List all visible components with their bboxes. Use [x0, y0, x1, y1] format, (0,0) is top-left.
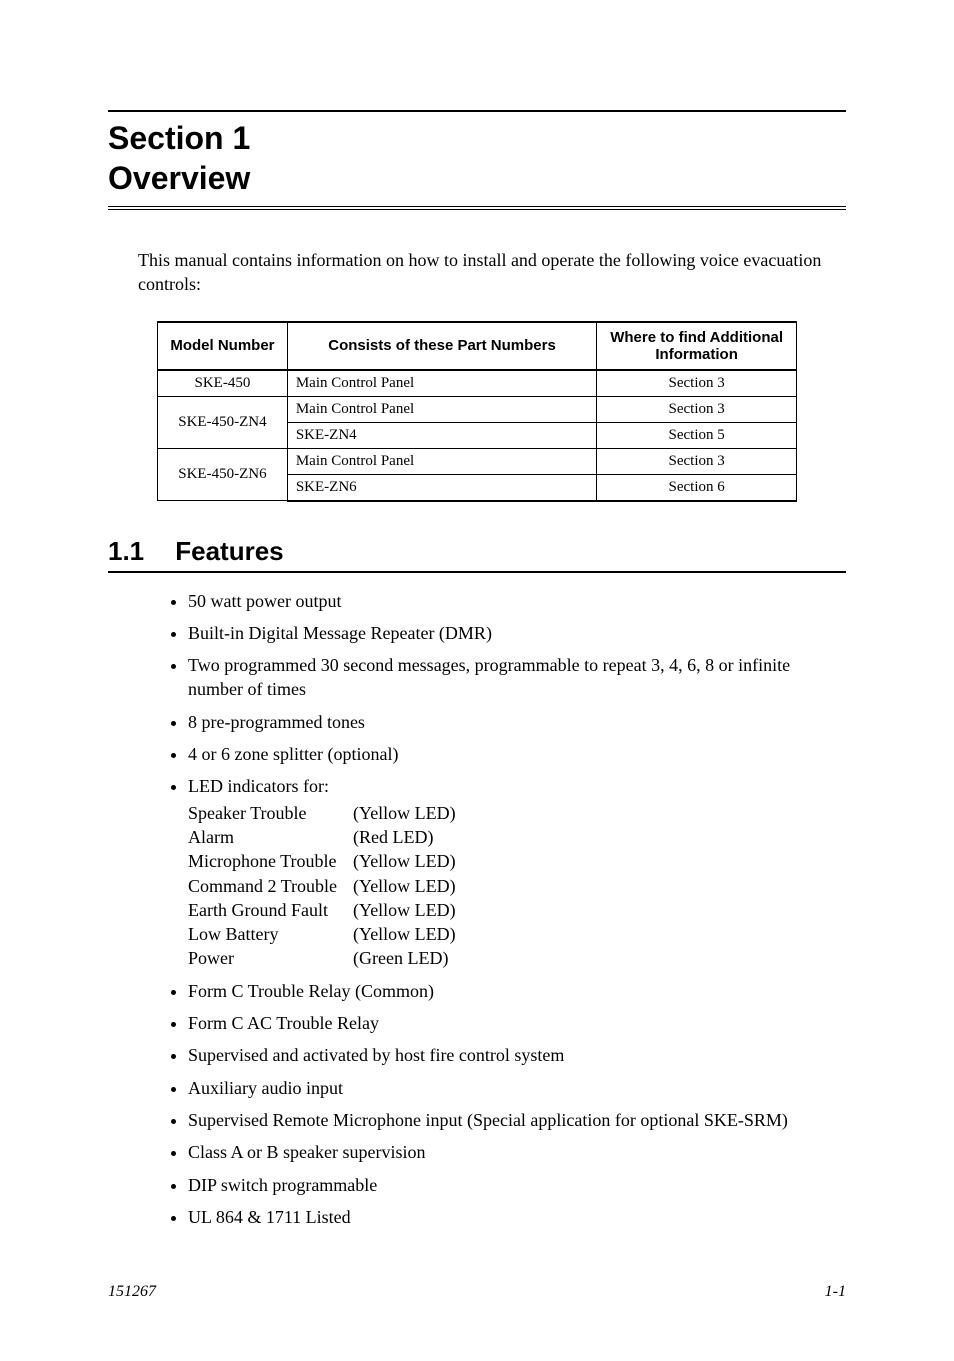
page: Section 1 Overview This manual contains … — [0, 0, 954, 1361]
led-color: (Green LED) — [353, 946, 448, 970]
led-row: Command 2 Trouble(Yellow LED) — [188, 874, 846, 898]
table-row: SKE-450Main Control PanelSection 3 — [158, 370, 797, 397]
list-item: Form C AC Trouble Relay — [188, 1011, 846, 1035]
cell-part: Main Control Panel — [287, 370, 596, 397]
led-label: Microphone Trouble — [188, 849, 353, 873]
cell-model: SKE-450 — [158, 370, 288, 397]
list-item: Class A or B speaker supervision — [188, 1140, 846, 1164]
list-item: 4 or 6 zone splitter (optional) — [188, 742, 846, 766]
list-item-led: LED indicators for:Speaker Trouble(Yello… — [188, 774, 846, 970]
subsection-header: 1.1 Features — [108, 536, 846, 573]
led-row: Alarm(Red LED) — [188, 825, 846, 849]
cell-part: SKE-ZN6 — [287, 474, 596, 501]
led-label: Earth Ground Fault — [188, 898, 353, 922]
table-row: SKE-450-ZN4Main Control PanelSection 3 — [158, 396, 797, 422]
list-item: DIP switch programmable — [188, 1173, 846, 1197]
table-body: SKE-450Main Control PanelSection 3SKE-45… — [158, 370, 797, 501]
list-item: Supervised and activated by host fire co… — [188, 1043, 846, 1067]
section-line-2: Overview — [108, 160, 250, 196]
model-table: Model Number Consists of these Part Numb… — [157, 321, 797, 502]
table-header-row: Model Number Consists of these Part Numb… — [158, 322, 797, 370]
list-item: 8 pre-programmed tones — [188, 710, 846, 734]
led-color: (Yellow LED) — [353, 898, 456, 922]
feature-list: 50 watt power output Built-in Digital Mes… — [108, 589, 846, 1230]
list-item: Supervised Remote Microphone input (Spec… — [188, 1108, 846, 1132]
led-color: (Red LED) — [353, 825, 433, 849]
subsection-name: Features — [175, 536, 283, 566]
led-row: Power(Green LED) — [188, 946, 846, 970]
cell-part: Main Control Panel — [287, 448, 596, 474]
cell-info: Section 3 — [597, 370, 797, 397]
cell-part: Main Control Panel — [287, 396, 596, 422]
page-footer: 151267 1-1 — [108, 1283, 846, 1301]
led-label: Power — [188, 946, 353, 970]
list-item: UL 864 & 1711 Listed — [188, 1205, 846, 1229]
led-color: (Yellow LED) — [353, 849, 456, 873]
led-label: Alarm — [188, 825, 353, 849]
cell-info: Section 6 — [597, 474, 797, 501]
intro-paragraph: This manual contains information on how … — [138, 248, 846, 297]
led-label: Command 2 Trouble — [188, 874, 353, 898]
table-row: SKE-450-ZN6Main Control PanelSection 3 — [158, 448, 797, 474]
led-label: Low Battery — [188, 922, 353, 946]
led-row: Microphone Trouble(Yellow LED) — [188, 849, 846, 873]
table-header-model: Model Number — [158, 322, 288, 370]
subsection-number: 1.1 — [108, 536, 168, 567]
led-color: (Yellow LED) — [353, 874, 456, 898]
cell-model: SKE-450-ZN4 — [158, 396, 288, 448]
list-item: Two programmed 30 second messages, progr… — [188, 653, 846, 702]
led-color: (Yellow LED) — [353, 922, 456, 946]
led-intro: LED indicators for: — [188, 774, 846, 798]
led-label: Speaker Trouble — [188, 801, 353, 825]
table-header-info: Where to find Additional Information — [597, 322, 797, 370]
cell-part: SKE-ZN4 — [287, 422, 596, 448]
table-header-parts: Consists of these Part Numbers — [287, 322, 596, 370]
led-table: Speaker Trouble(Yellow LED)Alarm(Red LED… — [188, 801, 846, 971]
led-color: (Yellow LED) — [353, 801, 456, 825]
cell-model: SKE-450-ZN6 — [158, 448, 288, 501]
footer-right: 1-1 — [825, 1283, 846, 1301]
section-line-1: Section 1 — [108, 120, 250, 156]
led-row: Speaker Trouble(Yellow LED) — [188, 801, 846, 825]
led-row: Low Battery(Yellow LED) — [188, 922, 846, 946]
led-row: Earth Ground Fault(Yellow LED) — [188, 898, 846, 922]
subsection-title: 1.1 Features — [108, 536, 846, 567]
list-item: Built-in Digital Message Repeater (DMR) — [188, 621, 846, 645]
section-header: Section 1 Overview — [108, 110, 846, 210]
footer-left: 151267 — [108, 1283, 156, 1301]
list-item: Form C Trouble Relay (Common) — [188, 979, 846, 1003]
list-item: 50 watt power output — [188, 589, 846, 613]
section-title: Section 1 Overview — [108, 118, 846, 198]
cell-info: Section 3 — [597, 396, 797, 422]
cell-info: Section 3 — [597, 448, 797, 474]
cell-info: Section 5 — [597, 422, 797, 448]
list-item: Auxiliary audio input — [188, 1076, 846, 1100]
